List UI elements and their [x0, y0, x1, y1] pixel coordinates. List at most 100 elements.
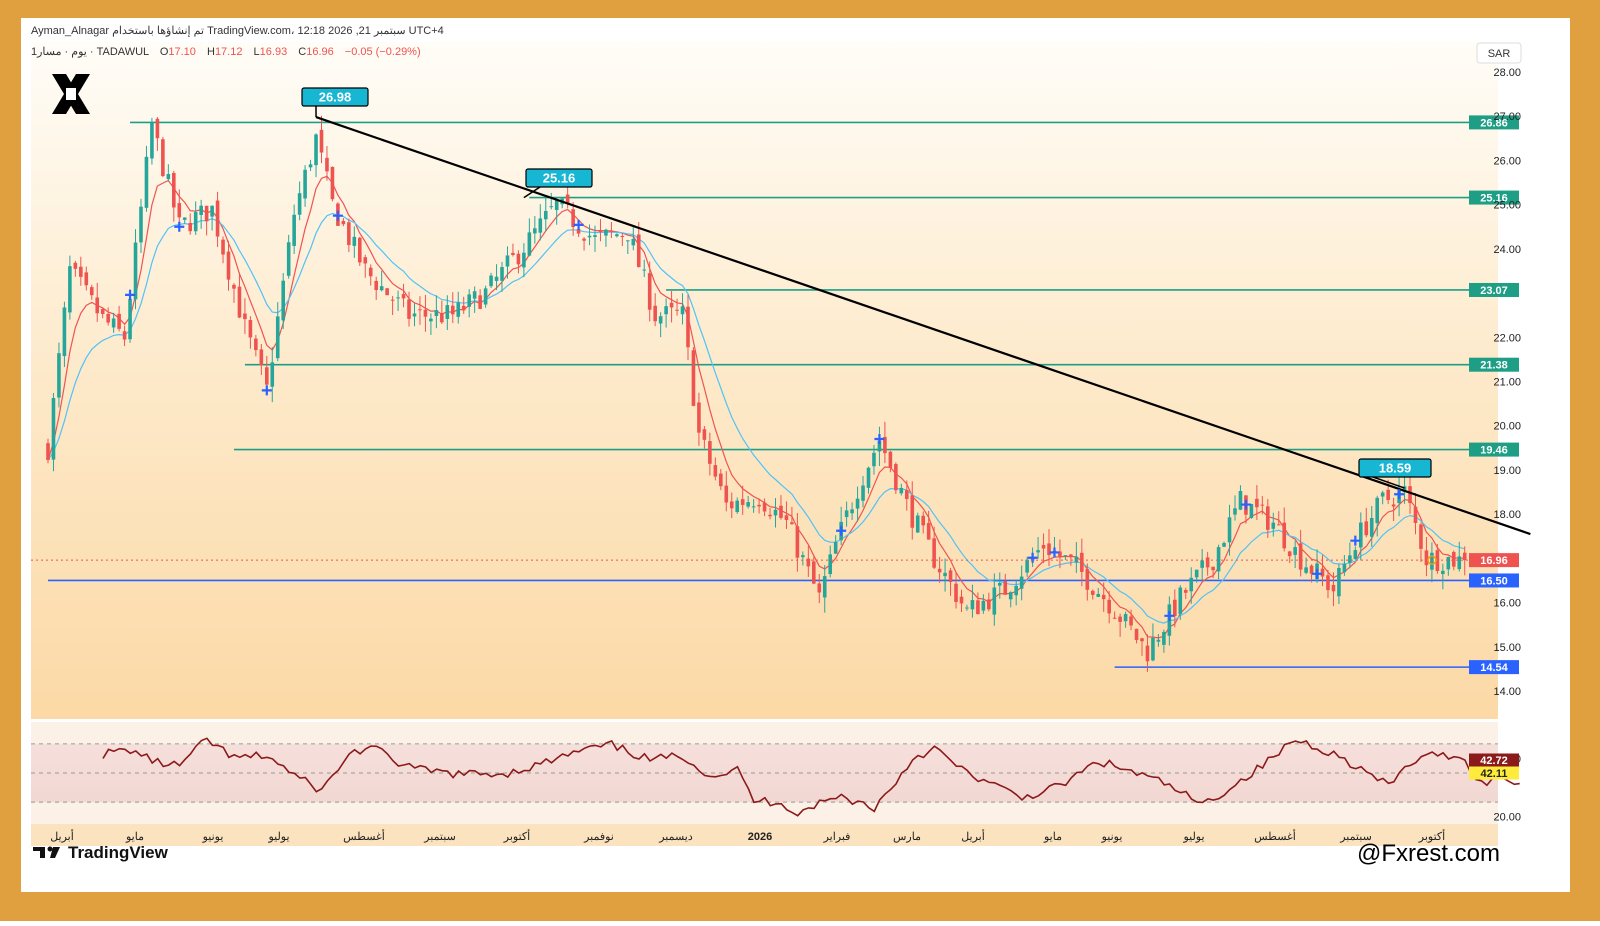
callout-label: 25.16	[543, 171, 576, 186]
candle-body	[216, 201, 220, 237]
x-tick-label: أكتوبر	[503, 829, 530, 843]
candle-body	[648, 273, 652, 310]
candle-body	[949, 570, 953, 582]
candle-body	[446, 305, 450, 319]
candle-body	[714, 465, 718, 476]
candle-body	[369, 268, 373, 277]
x-tick-label: يوليو	[267, 831, 289, 843]
candle-body	[664, 306, 668, 314]
candle-body	[1348, 555, 1352, 562]
candle-body	[1211, 567, 1215, 570]
candle-body	[396, 297, 400, 298]
candle-body	[84, 272, 88, 285]
candle-body	[741, 499, 745, 505]
candle-body	[976, 600, 980, 614]
candle-body	[177, 203, 181, 217]
candle-body	[1304, 567, 1308, 572]
candle-body	[418, 309, 422, 310]
y-tick-label: 15.00	[1493, 642, 1521, 654]
candle-body	[451, 306, 455, 315]
candle-body	[730, 501, 734, 508]
x-tick-label: يونيو	[202, 831, 224, 843]
candle-body	[823, 576, 827, 597]
candle-body	[402, 294, 406, 298]
candle-body	[134, 243, 138, 300]
candle-body	[243, 314, 247, 320]
candle-body	[708, 441, 712, 464]
candle-body	[183, 217, 187, 219]
candle-body	[456, 302, 460, 316]
candle-body	[1354, 550, 1358, 559]
candle-body	[511, 253, 515, 255]
candle-body	[615, 234, 619, 236]
candle-body	[1288, 551, 1292, 556]
candle-body	[227, 252, 231, 280]
x-tick-label: نوفمبر	[583, 831, 614, 843]
level-tag-label: 21.38	[1480, 360, 1508, 372]
candle-body	[582, 239, 586, 241]
candle-body	[785, 515, 789, 520]
rsi-value-label: 42.11	[1481, 768, 1508, 780]
candle-body	[1266, 506, 1270, 529]
candle-body	[429, 319, 433, 322]
open-value: 17.10	[168, 46, 196, 58]
candle-body	[506, 255, 510, 266]
candle-body	[801, 555, 805, 557]
candle-body	[123, 331, 127, 339]
candle-body	[407, 299, 411, 318]
level-tag-label: 16.50	[1480, 575, 1508, 587]
candle-body	[817, 583, 821, 592]
candle-body	[232, 285, 236, 289]
tradingview-brand: TradingView	[68, 843, 169, 862]
candle-body	[380, 286, 384, 290]
candle-body	[276, 316, 280, 358]
candle-body	[46, 443, 50, 460]
candle-body	[210, 206, 214, 217]
candle-body	[112, 318, 116, 327]
level-tag-label: 23.07	[1480, 285, 1508, 297]
candle-body	[1452, 552, 1456, 567]
x-tick-label: يوليو	[1182, 831, 1204, 843]
candle-body	[1091, 591, 1095, 595]
candle-body	[921, 516, 925, 526]
x-tick-label: أغسطس	[1254, 829, 1296, 843]
candle-body	[484, 288, 488, 304]
candle-body	[746, 502, 750, 507]
candle-body	[681, 306, 685, 314]
y-tick-label: 16.00	[1493, 598, 1521, 610]
candle-body	[1282, 523, 1286, 549]
candle-body	[167, 174, 171, 179]
rsi-band	[31, 744, 1498, 802]
candle-body	[703, 429, 707, 440]
candle-body	[539, 218, 543, 232]
candle-body	[861, 486, 865, 501]
candle-body	[347, 222, 351, 245]
candle-body	[1277, 524, 1281, 525]
candle-body	[139, 207, 143, 243]
x-tick-label: أغسطس	[343, 829, 385, 843]
candle-body	[1014, 586, 1018, 595]
rsi-value-label: 42.72	[1480, 755, 1508, 767]
candle-body	[95, 297, 99, 313]
candle-body	[1463, 553, 1467, 560]
candle-body	[500, 267, 504, 281]
candle-body	[998, 583, 1002, 586]
candle-body	[943, 573, 947, 576]
candle-body	[1069, 554, 1073, 557]
candle-body	[489, 276, 493, 287]
candle-body	[889, 452, 893, 468]
candle-body	[342, 221, 346, 224]
candle-body	[1146, 646, 1150, 662]
candle-body	[1250, 504, 1254, 518]
candle-body	[982, 601, 986, 611]
candle-body	[779, 506, 783, 518]
low-value: 16.93	[260, 46, 288, 58]
candle-body	[763, 503, 767, 512]
candle-body	[1261, 505, 1265, 506]
candle-body	[828, 554, 832, 574]
candle-body	[199, 206, 203, 215]
candle-body	[1025, 560, 1029, 573]
x-tick-label: أبريل	[50, 829, 74, 843]
candle-body	[128, 299, 132, 339]
